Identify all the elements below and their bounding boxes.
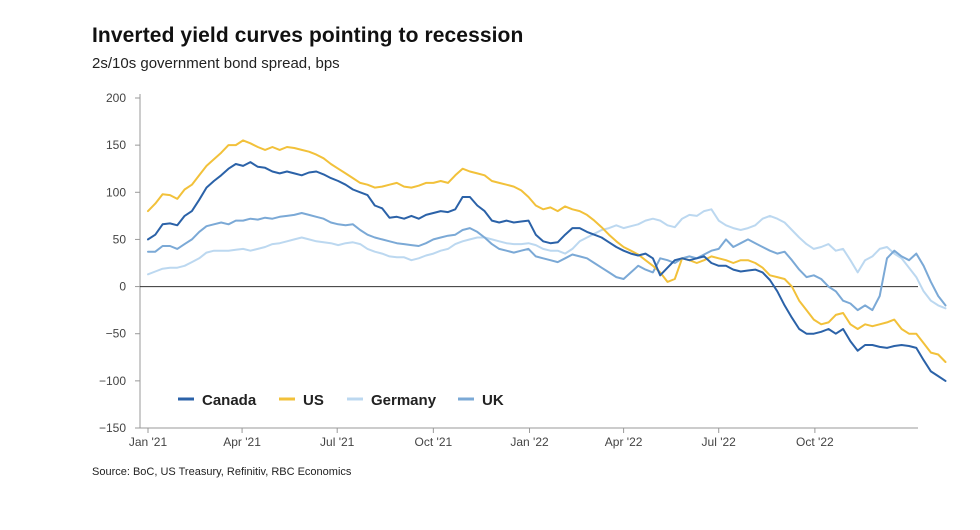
series-line-uk — [147, 212, 947, 312]
legend-label-germany: Germany — [371, 392, 437, 409]
legend-label-uk: UK — [482, 392, 504, 409]
legend-label-us: US — [303, 392, 324, 409]
chart-legend: Canada US Germany UK — [178, 392, 504, 409]
y-tick-label: 100 — [106, 185, 126, 199]
x-tick-label: Jul '21 — [320, 435, 355, 449]
x-tick-label: Apr '21 — [223, 435, 261, 449]
y-tick-label: −150 — [99, 421, 126, 435]
x-tick-label: Jul '22 — [702, 435, 737, 449]
legend-label-canada: Canada — [202, 392, 257, 409]
x-tick-label: Jan '21 — [129, 435, 168, 449]
source-note: Source: BoC, US Treasury, Refinitiv, RBC… — [92, 466, 352, 478]
chart-subtitle: 2s/10s government bond spread, bps — [92, 55, 340, 72]
series-line-us — [147, 139, 947, 363]
y-tick-label: −100 — [99, 374, 126, 388]
chart-series-group — [147, 139, 947, 382]
y-tick-label: 50 — [113, 232, 127, 246]
y-tick-label: 200 — [106, 91, 126, 105]
x-tick-label: Jan '22 — [510, 435, 549, 449]
y-tick-label: 150 — [106, 138, 126, 152]
chart-title: Inverted yield curves pointing to recess… — [92, 24, 524, 47]
series-line-canada — [147, 161, 947, 382]
x-tick-label: Oct '21 — [415, 435, 453, 449]
x-tick-label: Oct '22 — [796, 435, 834, 449]
y-tick-label: 0 — [119, 280, 126, 294]
series-line-germany — [147, 208, 947, 310]
y-tick-label: −50 — [106, 327, 127, 341]
x-tick-label: Apr '22 — [605, 435, 643, 449]
